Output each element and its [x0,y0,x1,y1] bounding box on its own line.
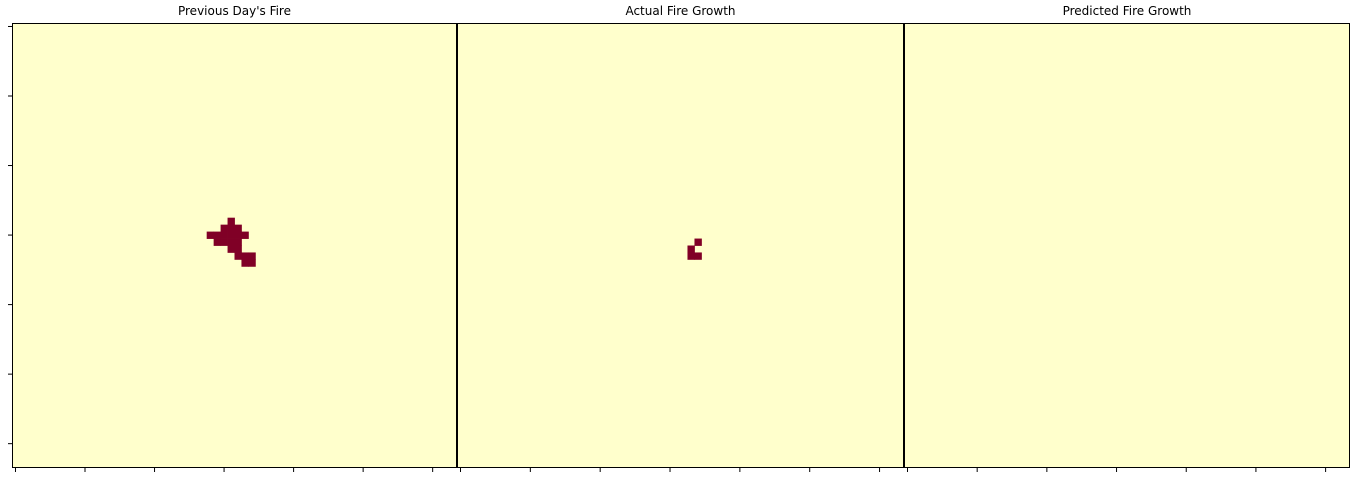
fire-cell-actual-growth-2 [687,252,695,260]
heatmap-background-actual-growth [457,23,904,468]
fire-cell-previous-day-9 [241,231,249,239]
fire-cell-previous-day-8 [234,231,242,239]
fire-cell-actual-growth-0 [694,238,702,246]
fire-cell-previous-day-4 [206,231,215,239]
fire-cell-previous-day-18 [248,252,256,260]
fire-cell-previous-day-5 [213,231,221,239]
fire-cell-actual-growth-1 [687,245,695,253]
panel-frame-previous-day [12,23,457,468]
panel-title-previous-day: Previous Day's Fire [177,4,291,18]
fire-cell-previous-day-17 [241,252,249,260]
panel-title-actual-growth: Actual Fire Growth [625,4,736,18]
fire-cell-previous-day-15 [234,245,242,253]
fire-cell-previous-day-20 [248,259,256,267]
fire-cell-previous-day-6 [220,231,228,239]
fire-cell-previous-day-12 [227,238,235,246]
heatmap-background-predicted-growth [904,23,1350,468]
fire-cell-previous-day-19 [241,259,249,267]
fire-cell-actual-growth-3 [694,252,702,260]
fire-cell-previous-day-3 [234,224,242,232]
fire-cell-previous-day-16 [234,252,242,260]
panel-frame-predicted-growth [904,23,1350,468]
fire-cell-previous-day-11 [220,238,228,246]
fire-cell-previous-day-1 [220,224,228,232]
fire-cell-previous-day-13 [234,238,242,246]
fire-cell-previous-day-14 [227,245,235,253]
fire-cell-previous-day-7 [227,231,235,239]
panel-frame-actual-growth [457,23,904,468]
fire-cell-previous-day-10 [213,238,221,246]
fire-cell-previous-day-2 [227,224,235,232]
panel-title-predicted-growth: Predicted Fire Growth [1062,4,1192,18]
fire-cell-previous-day-0 [227,217,235,226]
